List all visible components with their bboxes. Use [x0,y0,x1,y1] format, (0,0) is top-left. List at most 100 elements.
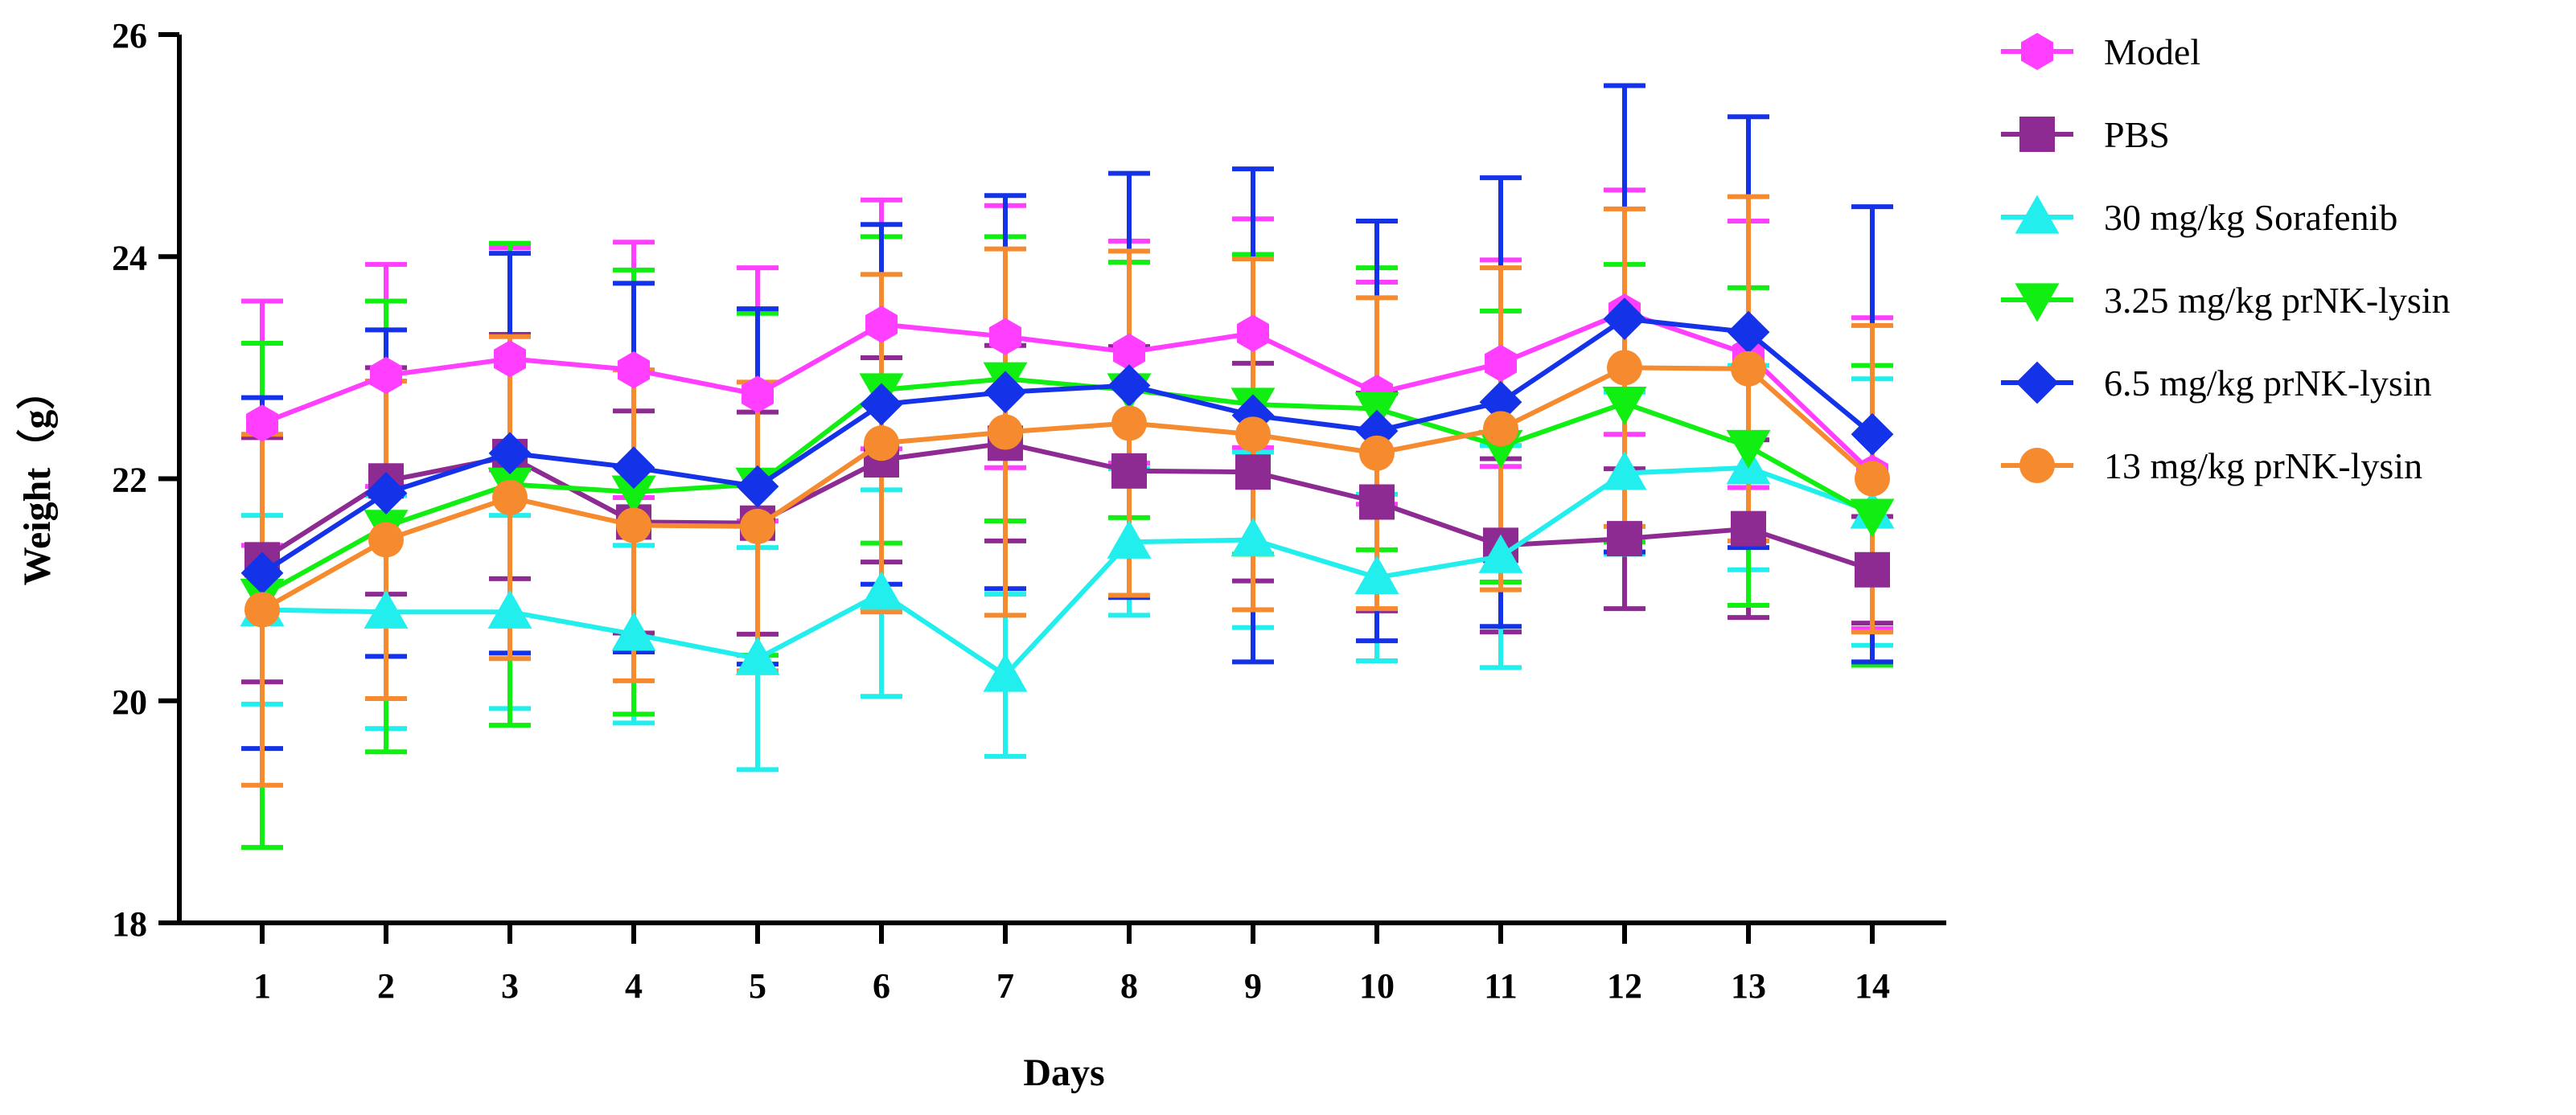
x-tick-label: 10 [1359,966,1395,1006]
y-tick-label: 18 [112,904,147,944]
legend-marker-13-mg-kg-prnk-lysin [2019,448,2055,483]
series-line-3-25-mg-kg-prnk-lysin [261,376,1874,598]
data-point-3-25-mg-kg-prnk-lysin [1602,386,1647,426]
y-tick-label: 26 [112,16,147,55]
data-point-13-mg-kg-prnk-lysin [1359,435,1395,471]
data-point-30-mg-kg-sorafenib [1602,451,1647,490]
data-point-30-mg-kg-sorafenib [1478,534,1523,573]
x-axis-title: Days [1023,1051,1104,1094]
data-point-6-5-mg-kg-prnk-lysin [1851,412,1894,456]
data-point-6-5-mg-kg-prnk-lysin [736,465,779,508]
x-tick-label: 5 [749,966,766,1006]
legend-label-model: Model [2104,31,2200,72]
axes-layer [177,35,1946,925]
data-point-pbs [1731,510,1766,547]
data-point-30-mg-kg-sorafenib [859,571,904,610]
data-point-model [1237,314,1269,352]
data-point-model [370,356,402,395]
y-tick-label: 20 [112,683,147,722]
series-line-model [261,309,1875,475]
series-layer [240,293,1895,692]
legend-marker-30-mg-kg-sorafenib [2015,195,2060,234]
x-tick-label: 2 [377,966,395,1006]
data-point-6-5-mg-kg-prnk-lysin [1479,380,1522,424]
data-point-model [865,305,898,343]
x-tick-label: 1 [253,966,271,1006]
data-point-30-mg-kg-sorafenib [983,653,1028,692]
data-point-13-mg-kg-prnk-lysin [244,592,280,628]
x-tick-label: 11 [1484,966,1518,1006]
legend-label-30-mg-kg-sorafenib: 30 mg/kg Sorafenib [2104,197,2397,238]
data-point-6-5-mg-kg-prnk-lysin [488,432,532,475]
data-point-pbs [1855,551,1890,588]
data-point-30-mg-kg-sorafenib [1354,555,1399,595]
data-point-model [246,404,278,442]
data-point-13-mg-kg-prnk-lysin [492,479,528,515]
legend-label-6-5-mg-kg-prnk-lysin: 6.5 mg/kg prNK-lysin [2104,363,2432,404]
data-point-model [742,375,774,413]
x-tick-label: 14 [1855,966,1890,1006]
legend-label-13-mg-kg-prnk-lysin: 13 mg/kg prNK-lysin [2104,445,2422,486]
data-point-13-mg-kg-prnk-lysin [1483,411,1518,447]
legend-marker-6-5-mg-kg-prnk-lysin [2015,361,2059,404]
series-line-30-mg-kg-sorafenib [261,465,1874,678]
data-point-6-5-mg-kg-prnk-lysin [1107,364,1151,407]
data-point-13-mg-kg-prnk-lysin [864,425,899,461]
series-line-6-5-mg-kg-prnk-lysin [261,316,1874,576]
x-tick-label: 3 [501,966,519,1006]
data-point-13-mg-kg-prnk-lysin [988,414,1023,450]
data-point-6-5-mg-kg-prnk-lysin [860,383,903,426]
data-point-pbs [1359,484,1395,520]
x-tick-label: 13 [1731,966,1766,1006]
series-line-13-mg-kg-prnk-lysin [261,365,1874,613]
data-point-3-25-mg-kg-prnk-lysin [1726,429,1771,469]
legend-marker-pbs [2019,117,2055,152]
data-point-model [494,340,526,378]
data-point-30-mg-kg-sorafenib [1230,517,1276,557]
data-point-pbs [1111,453,1147,489]
data-point-model [1113,333,1145,371]
data-point-30-mg-kg-sorafenib [611,612,656,651]
data-point-13-mg-kg-prnk-lysin [1607,350,1642,386]
y-tick-label: 24 [112,238,147,277]
legend-marker-3-25-mg-kg-prnk-lysin [2015,283,2060,322]
data-point-6-5-mg-kg-prnk-lysin [1603,297,1646,340]
x-tick-label: 7 [996,966,1014,1006]
data-point-30-mg-kg-sorafenib [364,589,409,629]
data-point-13-mg-kg-prnk-lysin [1111,405,1147,441]
data-point-30-mg-kg-sorafenib [1107,519,1152,559]
x-tick-label: 9 [1244,966,1262,1006]
data-point-6-5-mg-kg-prnk-lysin [240,551,284,595]
data-point-3-25-mg-kg-prnk-lysin [1850,498,1895,538]
y-tick-label: 22 [112,461,147,500]
series-line-pbs [261,441,1873,572]
legend-marker-model [2021,32,2053,71]
data-point-model [1485,344,1517,382]
error-bar-layer [241,83,1893,851]
y-axis-title: Weight（g） [16,371,59,586]
data-point-13-mg-kg-prnk-lysin [740,508,775,544]
data-point-6-5-mg-kg-prnk-lysin [364,472,408,514]
data-point-13-mg-kg-prnk-lysin [368,522,404,558]
data-point-13-mg-kg-prnk-lysin [616,507,651,543]
legend-label-3-25-mg-kg-prnk-lysin: 3.25 mg/kg prNK-lysin [2104,280,2451,321]
data-point-6-5-mg-kg-prnk-lysin [984,371,1027,414]
data-point-13-mg-kg-prnk-lysin [1855,461,1890,497]
legend-label-pbs: PBS [2104,114,2170,155]
data-point-6-5-mg-kg-prnk-lysin [612,446,655,490]
x-tick-label: 4 [625,966,643,1006]
data-point-model [618,351,650,389]
legend: Model PBS 30 mg/kg Sorafenib 3.25 mg/kg prN… [2001,31,2451,486]
x-tick-label: 6 [873,966,890,1006]
data-point-30-mg-kg-sorafenib [487,589,532,629]
data-point-3-25-mg-kg-prnk-lysin [611,475,656,514]
data-point-pbs [1235,454,1271,490]
data-point-13-mg-kg-prnk-lysin [1235,416,1271,453]
data-point-pbs [1607,521,1642,557]
data-point-6-5-mg-kg-prnk-lysin [1727,310,1770,354]
x-tick-label: 8 [1120,966,1138,1006]
x-tick-label: 12 [1607,966,1642,1006]
data-point-13-mg-kg-prnk-lysin [1731,350,1766,387]
